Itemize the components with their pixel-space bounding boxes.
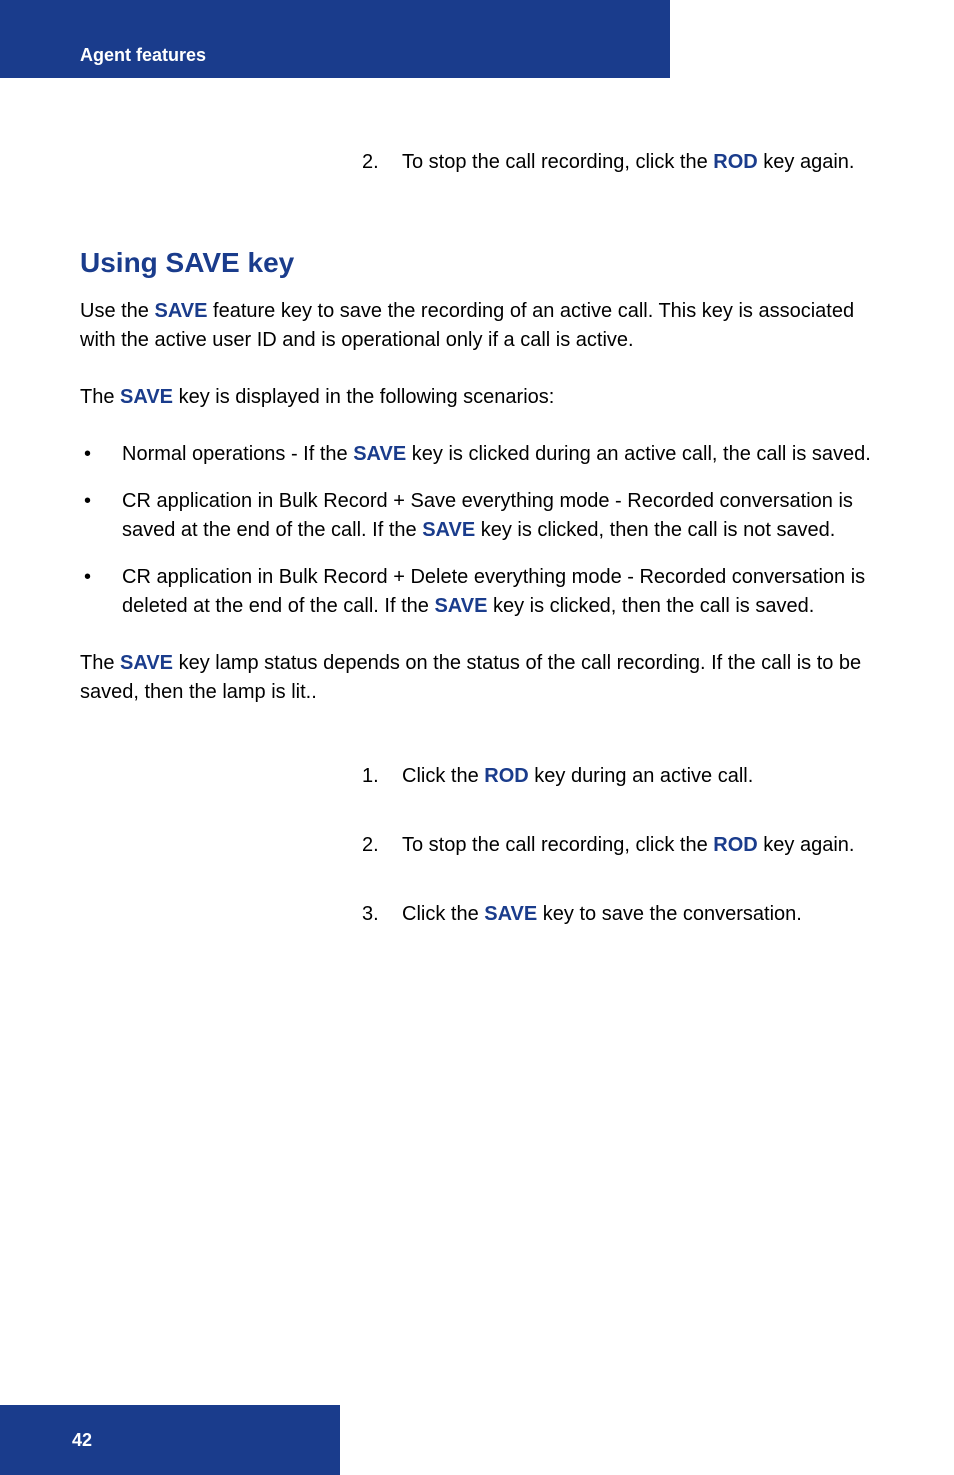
step-number: 2. [362, 831, 402, 860]
step-text: Click the SAVE key to save the conversat… [402, 900, 874, 929]
key-ref: SAVE [120, 652, 173, 674]
section-heading: Using SAVE key [80, 247, 874, 279]
step-text: To stop the call recording, click the RO… [402, 148, 874, 177]
step-number: 1. [362, 762, 402, 791]
scenario-intro-paragraph: The SAVE key is displayed in the followi… [80, 383, 874, 412]
bullet-text: CR application in Bulk Record + Save eve… [122, 487, 874, 545]
bullet-marker: • [80, 440, 122, 469]
bullet-marker: • [80, 487, 122, 545]
step-number: 3. [362, 900, 402, 929]
header-title: Agent features [80, 45, 206, 66]
lamp-paragraph: The SAVE key lamp status depends on the … [80, 649, 874, 707]
key-ref: ROD [713, 834, 757, 856]
key-ref: SAVE [154, 300, 207, 322]
footer-bar: 42 [0, 1405, 340, 1475]
bullet-item: • Normal operations - If the SAVE key is… [80, 440, 874, 469]
bullet-text: Normal operations - If the SAVE key is c… [122, 440, 874, 469]
step-text: Click the ROD key during an active call. [402, 762, 874, 791]
bullet-item: • CR application in Bulk Record + Save e… [80, 487, 874, 545]
step-text: To stop the call recording, click the RO… [402, 831, 874, 860]
bullet-text: CR application in Bulk Record + Delete e… [122, 563, 874, 621]
bullet-item: • CR application in Bulk Record + Delete… [80, 563, 874, 621]
bullet-marker: • [80, 563, 122, 621]
top-step-list: 2. To stop the call recording, click the… [362, 148, 874, 177]
intro-paragraph: Use the SAVE feature key to save the rec… [80, 297, 874, 355]
step-item: 3. Click the SAVE key to save the conver… [362, 900, 874, 929]
page-number: 42 [72, 1430, 92, 1451]
key-ref: ROD [713, 151, 757, 173]
step-item: 2. To stop the call recording, click the… [362, 148, 874, 177]
content-area: 2. To stop the call recording, click the… [0, 78, 954, 929]
key-ref: SAVE [422, 519, 475, 541]
step-number: 2. [362, 148, 402, 177]
step-item: 2. To stop the call recording, click the… [362, 831, 874, 860]
key-ref: SAVE [120, 386, 173, 408]
bottom-step-list: 1. Click the ROD key during an active ca… [362, 762, 874, 929]
key-ref: SAVE [434, 595, 487, 617]
key-ref: SAVE [484, 903, 537, 925]
bullet-list: • Normal operations - If the SAVE key is… [80, 440, 874, 621]
step-item: 1. Click the ROD key during an active ca… [362, 762, 874, 791]
key-ref: SAVE [353, 443, 406, 465]
header-bar: Agent features [0, 0, 670, 78]
key-ref: ROD [484, 765, 528, 787]
